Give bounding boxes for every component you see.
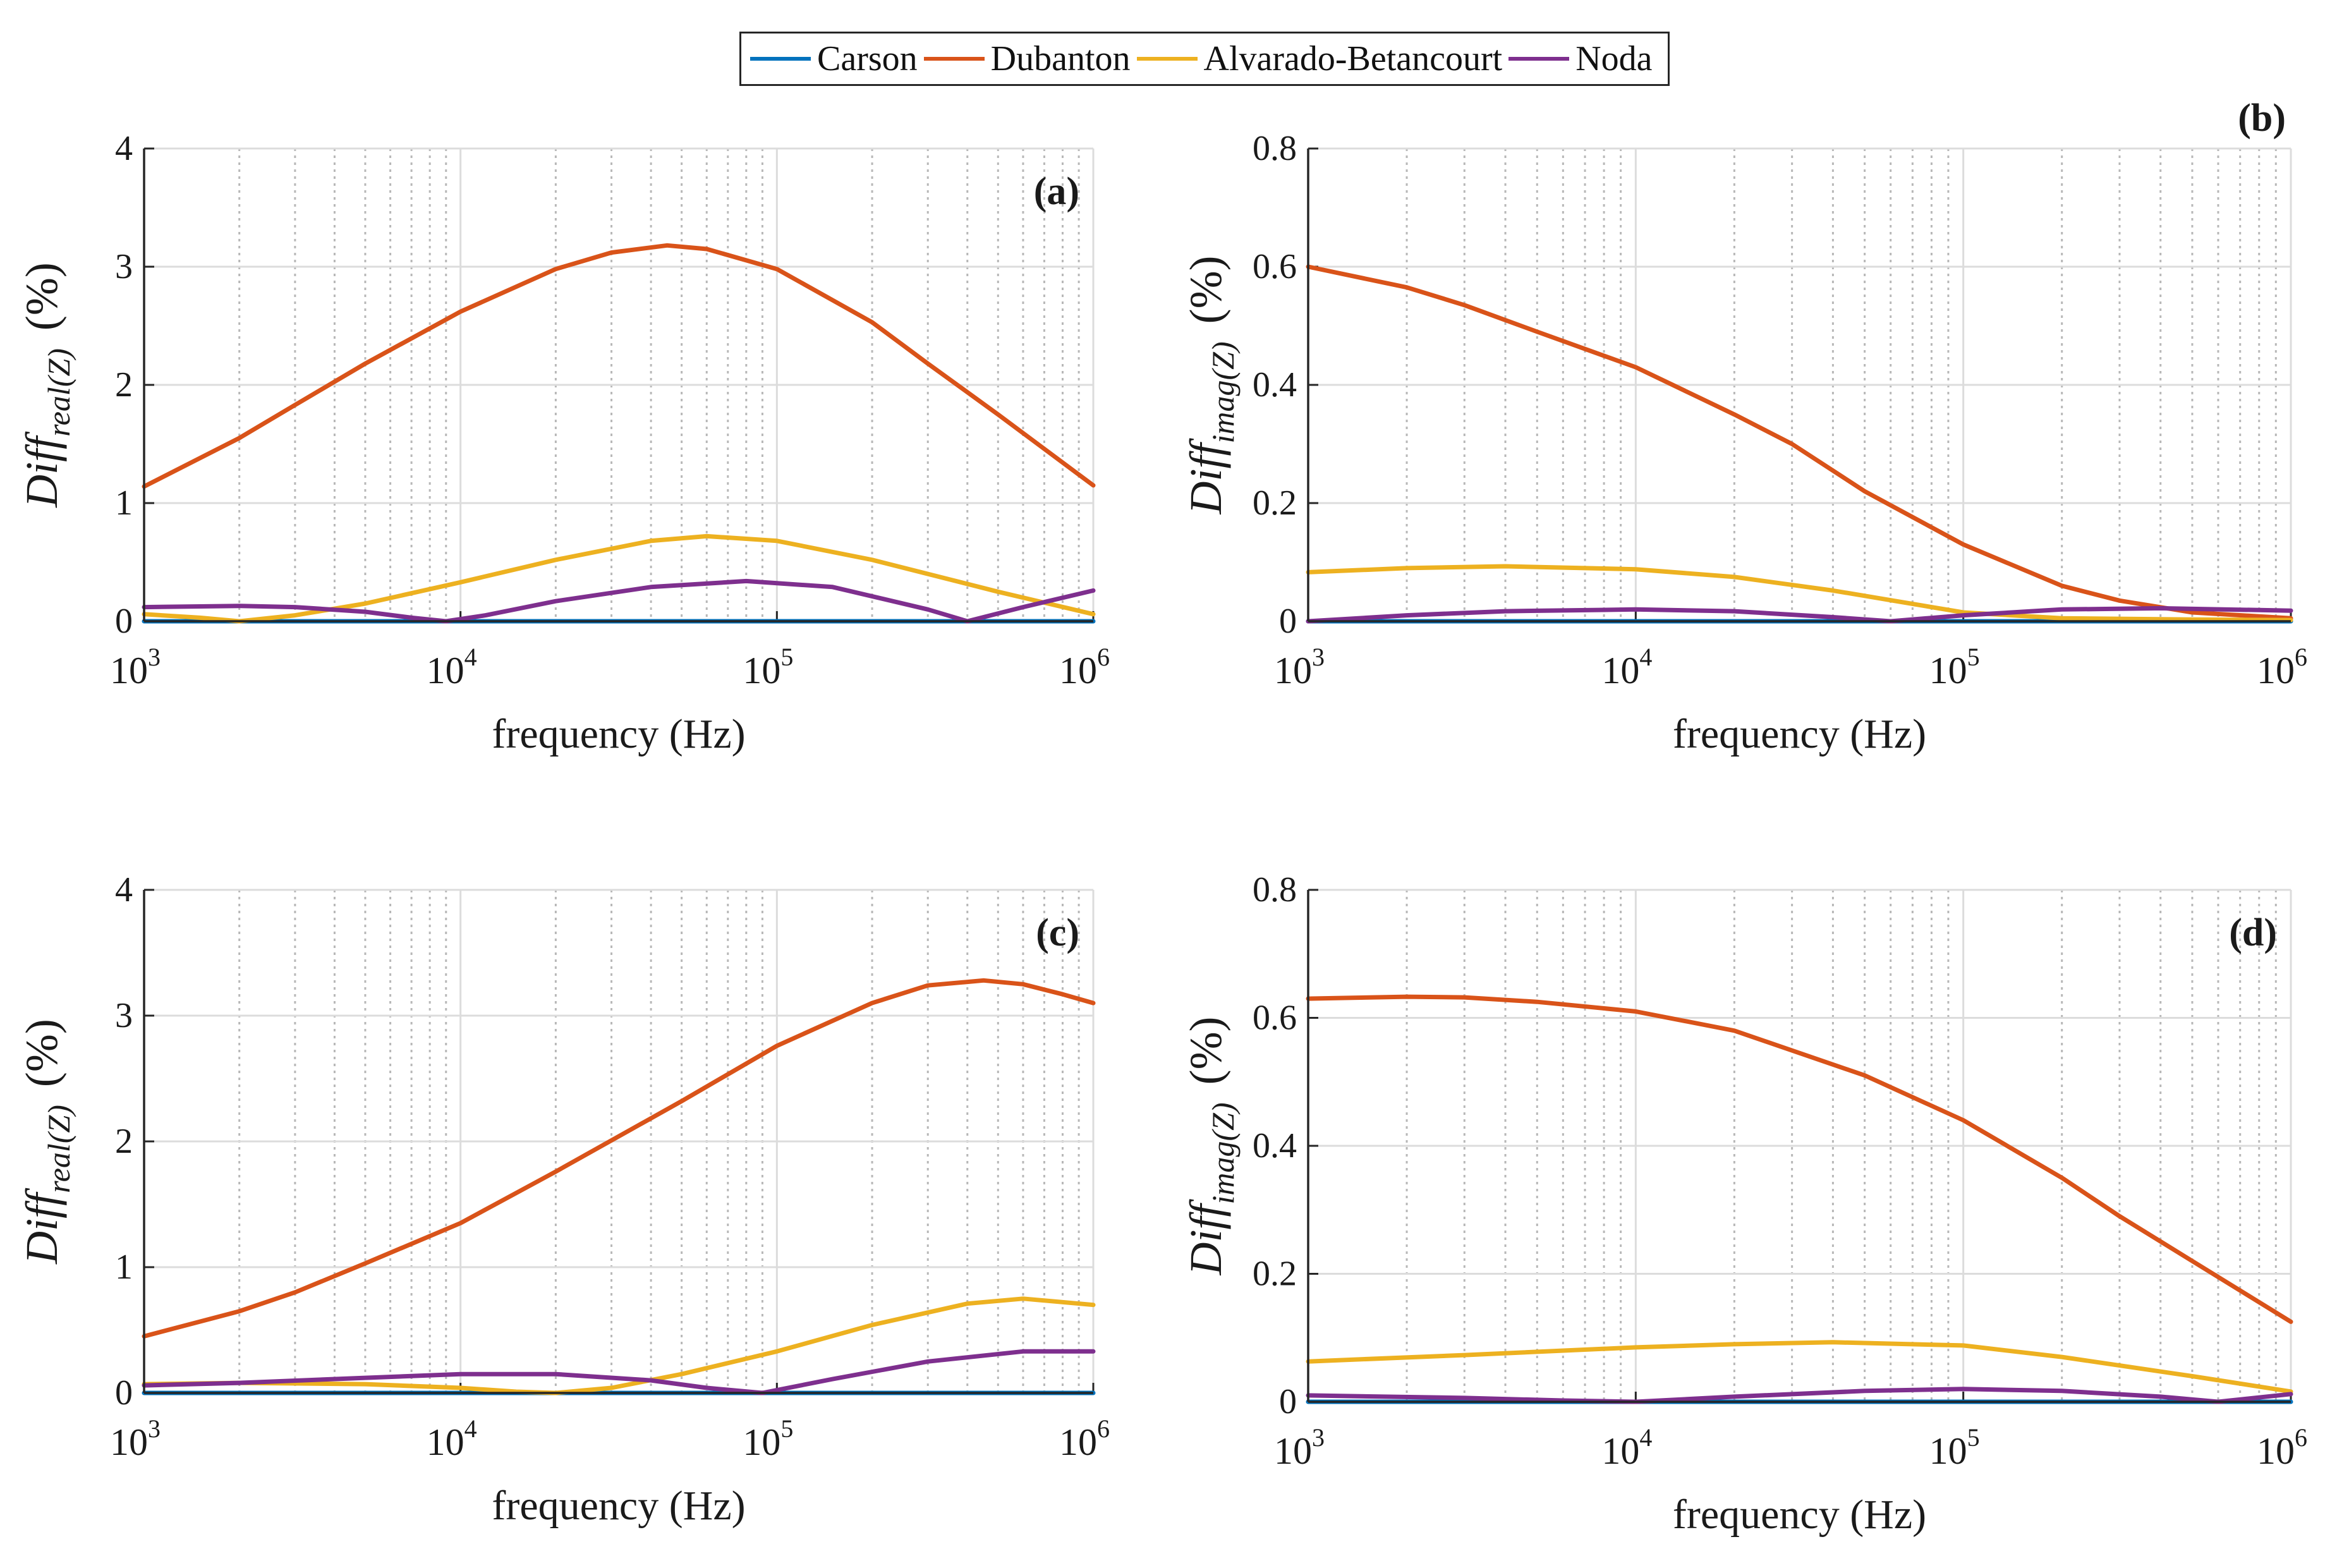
legend-swatch	[750, 57, 811, 61]
chart-panel-d: 0 0.2 0.4 0.6 0.8 103 104 105 106 frequency (Hz) D…	[1181, 870, 2307, 1538]
series-line-alvarado-betancourt	[1306, 1340, 2293, 1394]
series-line-alvarado-betancourt	[1306, 564, 2293, 623]
series-line-dubanton	[1306, 264, 2293, 621]
x-tick-label: 106	[2257, 643, 2307, 691]
y-tick-label: 0.2	[1253, 1255, 1297, 1294]
series-line-dubanton	[142, 243, 1096, 489]
y-tick-label: 0	[115, 1373, 133, 1413]
x-axis-label: frequency (Hz)	[1673, 1492, 1926, 1538]
y-tick-label: 1	[115, 483, 133, 523]
y-tick-label: 0	[1279, 602, 1297, 641]
series-line-noda	[1306, 1387, 2293, 1404]
y-tick-label: 0	[1279, 1382, 1297, 1421]
y-tick-label: 1	[115, 1248, 133, 1287]
series-line-alvarado-betancourt	[142, 1296, 1096, 1395]
y-tick-label: 2	[115, 1122, 133, 1161]
x-tick-label: 105	[743, 643, 793, 691]
legend-entry-carson: Carson	[750, 39, 918, 79]
x-tick-label: 103	[1274, 1423, 1325, 1472]
legend-swatch	[1508, 57, 1570, 61]
y-tick-label: 0.8	[1253, 870, 1297, 909]
x-tick-label: 106	[2257, 1423, 2307, 1472]
y-tick-label: 3	[115, 247, 133, 286]
chart-panel-c: 0 1 2 3 4 103 104 105 106 frequency (Hz) Diffreal(…	[16, 870, 1110, 1529]
y-tick-label: 4	[115, 129, 133, 168]
legend-label: Dubanton	[990, 39, 1131, 78]
legend-entry-dubanton: Dubanton	[923, 39, 1131, 79]
legend-label: Carson	[817, 39, 918, 78]
panel-label: (d)	[2229, 911, 2277, 954]
y-axis-label: Diffimag(Z)(%)	[1181, 1016, 1241, 1275]
x-tick-label: 105	[1929, 643, 1980, 691]
y-tick-label: 0.8	[1253, 129, 1297, 168]
x-tick-label: 103	[110, 1414, 161, 1463]
x-tick-label: 104	[427, 643, 477, 691]
legend-entry-noda: Noda	[1508, 39, 1653, 79]
y-tick-label: 0.2	[1253, 483, 1297, 523]
y-tick-label: 0	[115, 602, 133, 641]
x-tick-label: 104	[1601, 1423, 1652, 1472]
y-tick-label: 0.4	[1253, 365, 1297, 404]
legend-entry-alvarado-betancourt: Alvarado-Betancourt	[1136, 39, 1503, 79]
x-tick-label: 104	[427, 1414, 477, 1463]
chart-panel-a: 0 1 2 3 4 103 104 105 106 frequency (Hz) Diffreal(…	[16, 129, 1110, 757]
y-axis-label: Diffreal(Z)(%)	[16, 262, 76, 508]
x-axis-label: frequency (Hz)	[492, 1483, 745, 1529]
panel-label: (a)	[1034, 170, 1079, 213]
panel-label: (c)	[1036, 911, 1079, 954]
y-tick-label: 0.6	[1253, 247, 1297, 286]
x-tick-label: 106	[1059, 1414, 1110, 1463]
y-tick-label: 4	[115, 870, 133, 909]
series-line-noda	[142, 578, 1096, 624]
legend-label: Alvarado-Betancourt	[1203, 39, 1503, 78]
x-axis-label: frequency (Hz)	[1673, 711, 1926, 757]
x-tick-label: 105	[743, 1414, 793, 1463]
y-tick-label: 2	[115, 365, 133, 404]
legend-swatch	[1136, 57, 1198, 61]
x-tick-label: 103	[1274, 643, 1325, 691]
x-tick-label: 106	[1059, 643, 1110, 691]
x-tick-label: 105	[1929, 1423, 1980, 1472]
panel-label: (b)	[2238, 97, 2286, 140]
series-line-noda	[1306, 605, 2293, 624]
y-tick-label: 3	[115, 996, 133, 1035]
legend-label: Noda	[1575, 39, 1653, 78]
x-tick-label: 104	[1601, 643, 1652, 691]
x-axis-label: frequency (Hz)	[492, 711, 745, 757]
series-line-noda	[142, 1349, 1096, 1395]
legend-swatch	[923, 57, 985, 61]
x-tick-label: 103	[110, 643, 161, 691]
y-axis-label: Diffreal(Z)(%)	[16, 1019, 76, 1265]
legend: Carson Dubanton Alvarado-Betancourt Noda	[739, 32, 1670, 86]
y-axis-label: Diffimag(Z)(%)	[1181, 255, 1241, 514]
y-tick-label: 0.4	[1253, 1126, 1297, 1165]
series-line-dubanton	[1306, 994, 2293, 1324]
y-tick-label: 0.6	[1253, 999, 1297, 1038]
series-line-dubanton	[142, 978, 1096, 1339]
chart-panel-b: 0 0.2 0.4 0.6 0.8 103 104 105 106 frequency (Hz) D…	[1181, 97, 2307, 757]
